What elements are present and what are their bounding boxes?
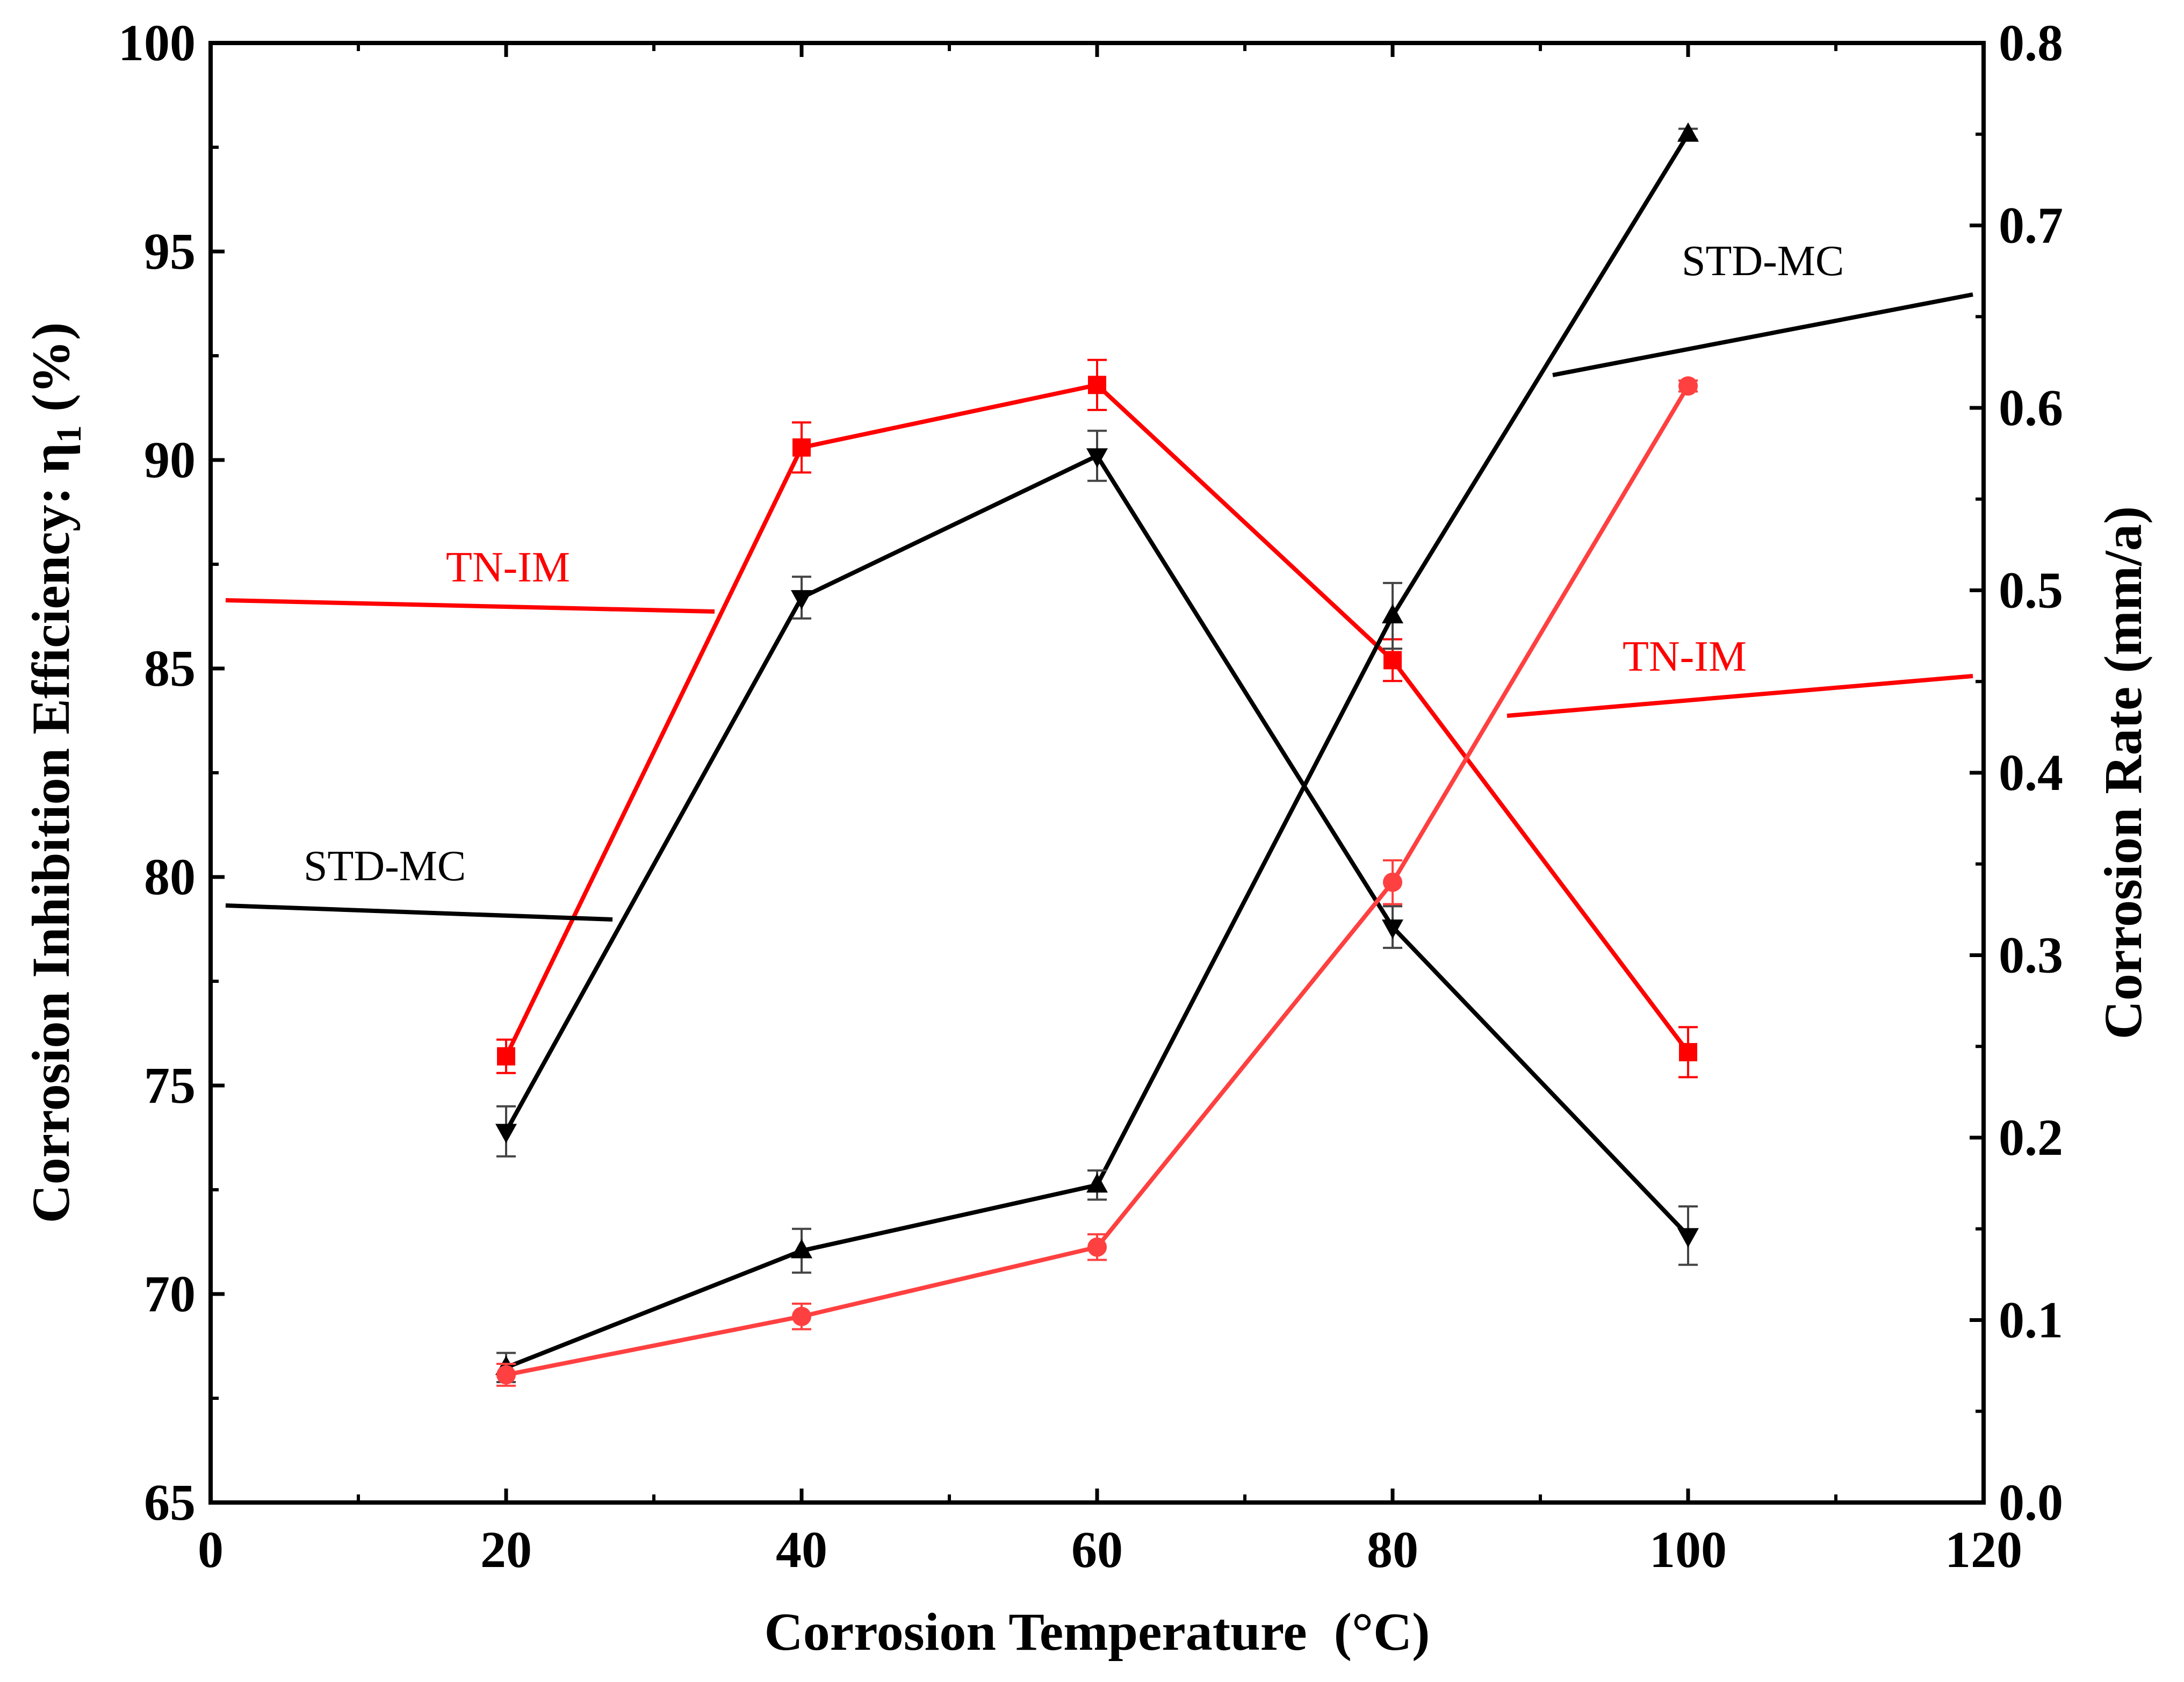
arrow-tn-im-right [1507, 674, 1973, 718]
series-line [504, 382, 1690, 1058]
arrow-tn-im-left [225, 598, 715, 614]
data-point-triangle-down [1677, 1228, 1699, 1248]
x-tick-label: 120 [1945, 1521, 2022, 1578]
label-std-mc-left: STD-MC [304, 843, 466, 890]
y-left-tick-label: 80 [144, 848, 196, 905]
data-point-square [1679, 1043, 1697, 1061]
data-point-circle [792, 1306, 811, 1326]
series-line [504, 453, 1690, 1238]
label-tn-im-right: TN-IM [1623, 633, 1747, 680]
data-point-circle [1383, 872, 1402, 892]
data-point-triangle-down [791, 590, 812, 610]
arrow-std-mc-left [225, 903, 613, 922]
y-right-tick-label: 0.2 [1999, 1109, 2063, 1166]
data-point-square [792, 438, 811, 457]
data-point-triangle-up [1677, 122, 1699, 142]
x-tick-label: 20 [480, 1521, 532, 1578]
y-right-tick-label: 0.7 [1999, 197, 2063, 254]
y-right-tick-label: 0.8 [1999, 14, 2063, 71]
y-left-axis-title-main: Corrosion Inhibition Efficiency: η [21, 443, 81, 1223]
data-point-square [497, 1047, 515, 1066]
series-0-square [496, 358, 1698, 1079]
series-3-circle [496, 376, 1698, 1387]
y-left-tick-label: 100 [118, 14, 196, 71]
data-point-triangle-down [1382, 919, 1403, 939]
data-point-square [1383, 651, 1402, 670]
data-point-triangle-up [1086, 1173, 1108, 1193]
series-2-triangle-up [495, 122, 1699, 1383]
y-left-tick-label: 95 [144, 222, 196, 280]
y-right-tick-label: 0.0 [1999, 1473, 2063, 1531]
x-tick-label: 80 [1367, 1521, 1418, 1578]
y-left-axis-title-unit: (%) [21, 322, 81, 426]
y-right-tick-label: 0.4 [1999, 744, 2063, 801]
data-point-triangle-up [791, 1239, 812, 1259]
x-tick-label: 100 [1649, 1521, 1727, 1578]
x-axis-title: Corrosion Temperature (°C) [765, 1602, 1430, 1662]
y-right-tick-label: 0.1 [1999, 1291, 2063, 1349]
data-point-circle [1087, 1237, 1107, 1257]
series-1-triangle-down [495, 429, 1699, 1266]
series-line [506, 385, 1690, 1377]
label-std-mc-right: STD-MC [1682, 238, 1844, 285]
y-left-axis-ticks: 65 70 75 80 85 90 95 100 [118, 14, 225, 1531]
y-left-tick-label: 85 [144, 639, 196, 697]
y-left-tick-label: 65 [144, 1473, 196, 1531]
y-right-axis-title: Corrosion Rate (mm/a) [2093, 506, 2153, 1039]
data-point-triangle-down [495, 1124, 517, 1144]
y-right-axis-ticks: 0.0 0.1 0.2 0.3 0.4 0.5 0.6 0.7 0.8 [1970, 14, 2063, 1531]
y-right-tick-label: 0.6 [1999, 379, 2063, 436]
label-tn-im-left: TN-IM [446, 544, 570, 591]
data-point-triangle-up [1382, 604, 1403, 624]
data-point-triangle-down [1086, 448, 1108, 468]
x-tick-label: 40 [776, 1521, 827, 1578]
y-left-axis-title-subscript: 1 [49, 425, 89, 443]
y-left-tick-label: 90 [144, 431, 196, 488]
y-left-tick-label: 70 [144, 1265, 196, 1322]
x-axis-ticks: 0 20 40 60 80 100 120 [198, 43, 2022, 1578]
annotations: TN-IM STD-MC STD-MC TN-IM [225, 238, 1973, 922]
data-point-circle [1678, 376, 1698, 396]
x-tick-label: 0 [198, 1521, 224, 1578]
data-point-square [1088, 376, 1106, 394]
series-layer [495, 122, 1699, 1387]
y-left-axis-title: Corrosion Inhibition Efficiency: η1 (%) [21, 322, 89, 1224]
x-tick-label: 60 [1071, 1521, 1123, 1578]
y-right-tick-label: 0.3 [1999, 926, 2063, 984]
data-point-circle [496, 1365, 516, 1385]
y-right-tick-label: 0.5 [1999, 562, 2063, 619]
y-left-tick-label: 75 [144, 1056, 196, 1114]
arrow-std-mc-right [1552, 292, 1973, 377]
